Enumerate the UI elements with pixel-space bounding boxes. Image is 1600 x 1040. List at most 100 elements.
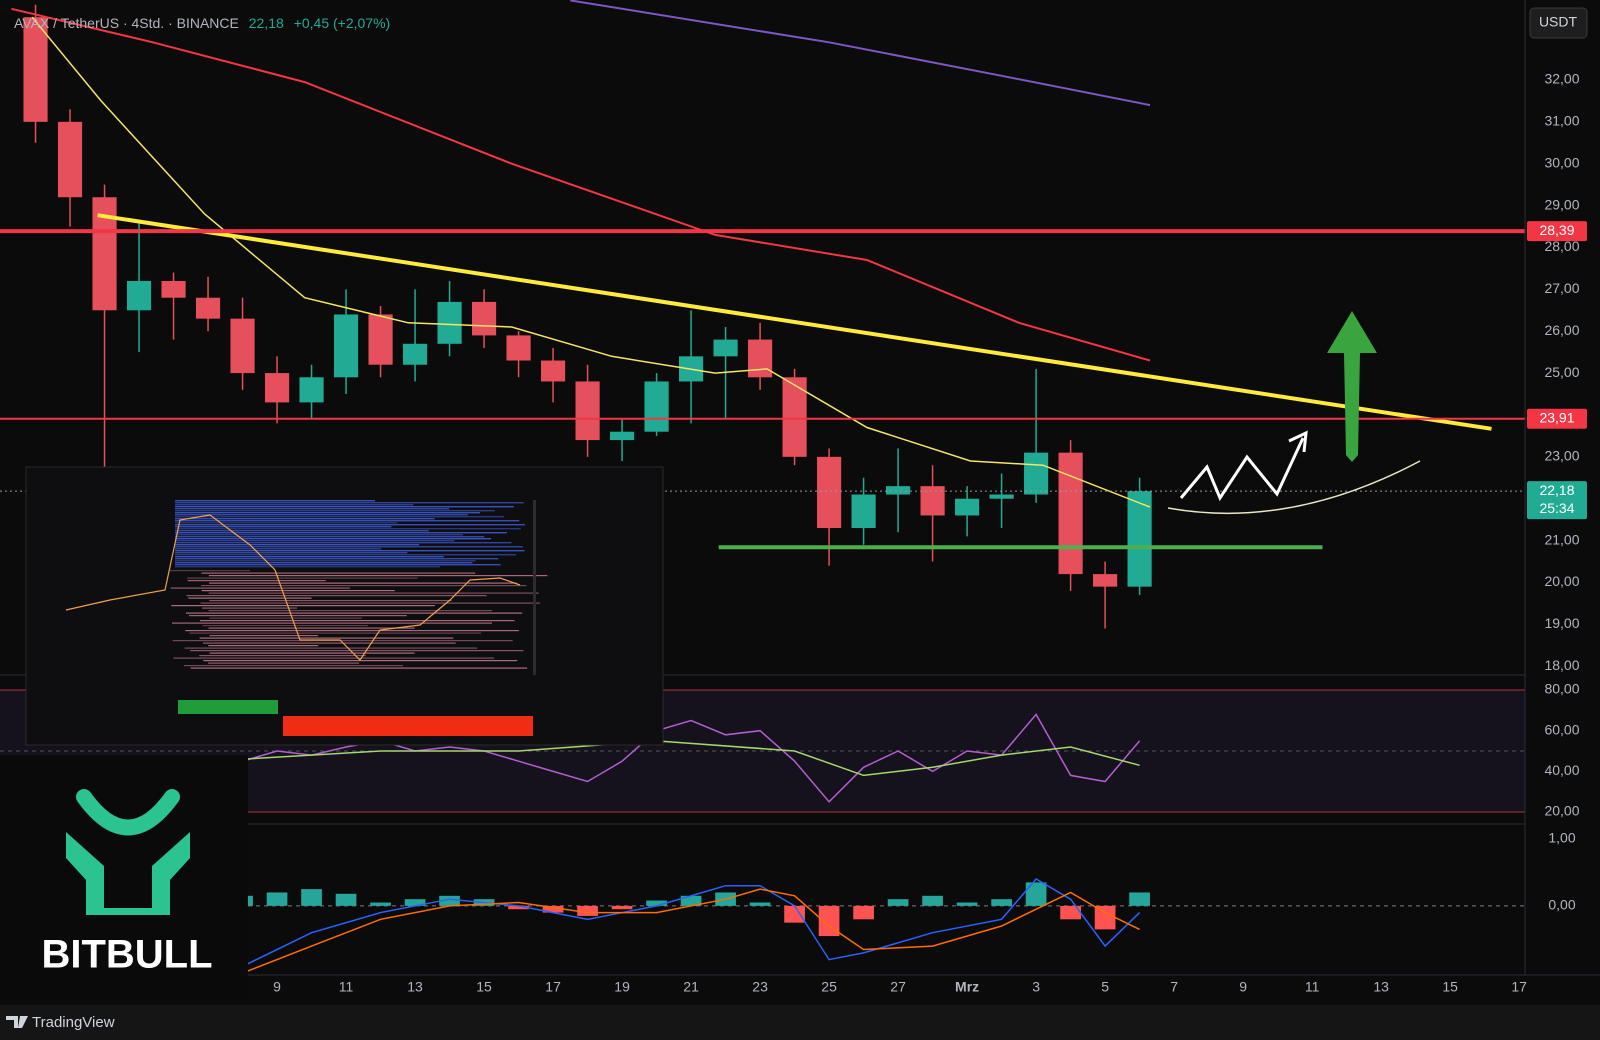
series-line xyxy=(242,888,1140,974)
y-tick-label: 23,00 xyxy=(1544,448,1579,464)
logo-horns xyxy=(76,789,180,836)
heatmap-band xyxy=(175,500,375,502)
histogram-bar xyxy=(922,895,943,906)
last-price-box xyxy=(1527,481,1587,520)
heatmap-band xyxy=(208,662,360,664)
x-tick-label: 11 xyxy=(339,979,354,995)
candle-body xyxy=(748,339,773,378)
candle-body xyxy=(1024,452,1049,495)
candle-body xyxy=(540,360,566,382)
heatmap-band xyxy=(172,622,493,624)
candle-body xyxy=(195,297,221,319)
heatmap-band xyxy=(175,534,463,536)
heatmap-inset xyxy=(25,466,664,746)
x-tick-label: 15 xyxy=(476,979,492,995)
price-label: 23,91 xyxy=(1539,409,1574,425)
heatmap-band xyxy=(175,502,524,504)
tv-logo xyxy=(6,1016,28,1028)
histogram-bar xyxy=(577,905,598,916)
heatmap-band xyxy=(175,520,520,522)
y-tick-label: 18,00 xyxy=(1544,657,1579,673)
heatmap-band xyxy=(200,602,541,604)
candle-body xyxy=(437,301,462,344)
axes: 32,0031,0030,0029,0028,0027,0026,0025,00… xyxy=(273,71,1587,995)
currency-label[interactable]: USDT xyxy=(1539,14,1578,30)
heatmap-band xyxy=(175,528,521,530)
x-tick-label: 13 xyxy=(1373,979,1389,995)
heatmap-volume xyxy=(178,700,278,714)
y-tick-label: 60,00 xyxy=(1544,721,1579,737)
heatmap-band xyxy=(188,597,312,599)
heatmap-band xyxy=(175,566,441,568)
x-tick-label: 15 xyxy=(1442,979,1458,995)
heatmap-band xyxy=(175,532,507,534)
heatmap-band xyxy=(199,637,454,639)
heatmap-band xyxy=(175,508,450,510)
candle-body xyxy=(1093,574,1118,587)
heatmap-band xyxy=(175,526,392,528)
heatmap-band xyxy=(202,625,368,627)
histogram-bar xyxy=(818,905,840,937)
last-price-label: 22,18 xyxy=(1539,482,1574,498)
series-line xyxy=(31,16,1151,508)
candle-body xyxy=(955,498,980,516)
heatmap-band xyxy=(175,530,429,532)
heatmap-band xyxy=(208,627,415,629)
heatmap-band xyxy=(175,540,455,542)
logo-text: BITBULL xyxy=(41,933,212,977)
symbol-header: AVAX / TetherUS · 4Std. · BINANCE 22,18 … xyxy=(14,15,390,31)
candle-body xyxy=(333,314,359,378)
series-line xyxy=(11,7,1151,362)
y-tick-label: 26,00 xyxy=(1544,322,1579,338)
candle-body xyxy=(506,335,531,361)
candle-body xyxy=(989,494,1014,499)
histogram-bar xyxy=(1129,892,1150,906)
heatmap-band xyxy=(209,617,362,619)
histogram-bar xyxy=(1025,882,1047,906)
heatmap-band xyxy=(175,554,517,556)
y-tick-label: 0,00 xyxy=(1548,897,1575,913)
heatmap-band xyxy=(184,647,478,649)
x-tick-label: 25 xyxy=(821,979,837,995)
candle-body xyxy=(161,280,186,298)
symbol: AVAX / TetherUS · 4Std. · BINANCE xyxy=(14,15,239,31)
x-tick-label: 17 xyxy=(545,979,561,995)
heatmap-band xyxy=(175,504,414,506)
x-tick-label: 17 xyxy=(1511,979,1527,995)
heatmap-volume xyxy=(283,716,533,736)
heatmap-band xyxy=(208,592,539,594)
annotations xyxy=(1167,311,1421,515)
candle-body xyxy=(57,121,83,198)
heatmap-band xyxy=(185,612,523,614)
forecast-curve xyxy=(1167,460,1421,515)
heatmap-band xyxy=(187,577,418,579)
heatmap-band xyxy=(172,640,513,642)
candle-body xyxy=(713,339,738,357)
candle-body xyxy=(817,456,842,529)
heatmap-band xyxy=(199,655,366,657)
candle-body xyxy=(264,373,290,403)
heatmap-band xyxy=(175,506,514,508)
price-change: +0,45 (+2,07%) xyxy=(294,15,391,31)
histogram-bar xyxy=(680,895,702,906)
heatmap-band xyxy=(187,580,326,582)
heatmap-band xyxy=(209,652,415,654)
currency-button[interactable] xyxy=(1529,7,1588,39)
y-tick-label: 27,00 xyxy=(1544,280,1579,296)
candle-body xyxy=(644,381,669,432)
histogram-bar xyxy=(370,902,391,906)
heatmap-band xyxy=(208,610,493,612)
heatmap-band xyxy=(209,600,452,602)
heatmap-band xyxy=(190,650,524,652)
heatmap-band xyxy=(175,516,504,518)
y-tick-label: 21,00 xyxy=(1544,531,1579,547)
heatmap-band xyxy=(200,585,527,587)
heatmap-band xyxy=(202,607,298,609)
heatmap-band xyxy=(188,615,407,617)
price-pane xyxy=(0,0,1525,629)
footer-brand: TradingView xyxy=(32,1014,115,1031)
candle-body xyxy=(851,494,876,529)
candle-body xyxy=(23,17,48,122)
heatmap-band xyxy=(175,544,420,546)
series-line xyxy=(242,878,1141,967)
